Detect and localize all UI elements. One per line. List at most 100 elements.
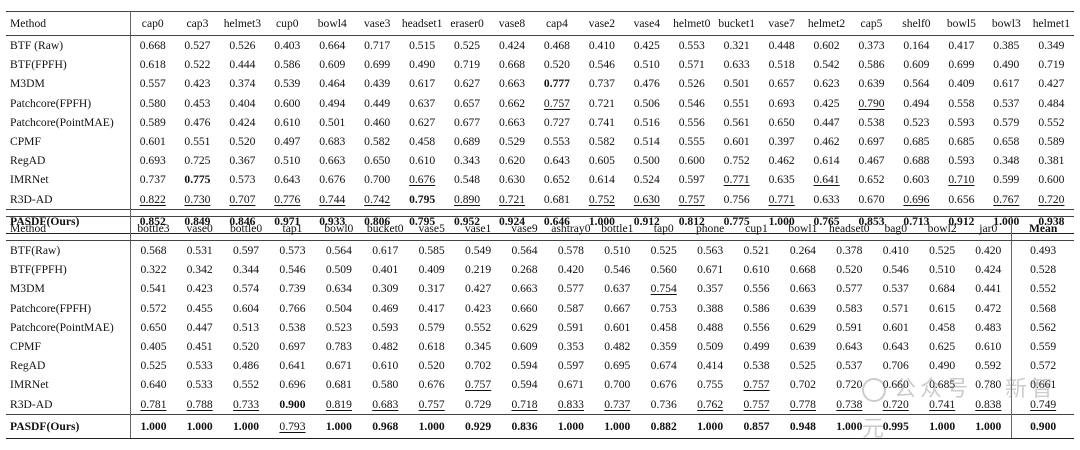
score-cell: 0.614 bbox=[813, 154, 840, 168]
score-cell: 0.164 bbox=[903, 39, 930, 52]
score-cell: 0.643 bbox=[274, 173, 301, 187]
score-cell: 0.525 bbox=[789, 359, 816, 373]
score-cell: 0.410 bbox=[588, 39, 615, 52]
score-cell: 0.490 bbox=[929, 359, 956, 373]
score-cell: 0.664 bbox=[319, 39, 346, 52]
column-header-bottle0: bottle0 bbox=[222, 216, 270, 241]
column-header-helmet2: helmet2 bbox=[804, 11, 850, 36]
column-header-eraser0: eraser0 bbox=[444, 11, 490, 36]
column-header-cap3: cap3 bbox=[174, 11, 220, 36]
score-cell: 0.568 bbox=[140, 244, 167, 257]
score-cell: 0.683 bbox=[372, 397, 399, 411]
method-name: Patchcore(FPFH) bbox=[6, 298, 131, 318]
column-header-bowl0: bowl0 bbox=[315, 216, 363, 241]
score-cell: 0.586 bbox=[858, 58, 885, 72]
score-cell: 0.693 bbox=[139, 154, 166, 168]
score-cell: 0.838 bbox=[975, 397, 1002, 411]
score-cell: 0.510 bbox=[274, 154, 301, 168]
score-cell: 0.494 bbox=[903, 96, 930, 110]
score-cell: 0.587 bbox=[557, 301, 584, 315]
score-cell: 0.404 bbox=[229, 96, 256, 110]
score-cell: 0.526 bbox=[678, 77, 705, 91]
score-cell: 0.620 bbox=[498, 154, 526, 168]
score-cell: 0.633 bbox=[723, 58, 750, 72]
score-cell: 0.589 bbox=[139, 115, 166, 129]
score-cell: 0.423 bbox=[465, 301, 492, 315]
score-cell: 0.602 bbox=[813, 39, 840, 52]
score-cell: 0.580 bbox=[139, 96, 166, 110]
score-cell: 0.668 bbox=[498, 58, 526, 72]
column-header-bottle3: bottle3 bbox=[130, 216, 177, 241]
score-cell: 0.597 bbox=[678, 173, 705, 187]
score-cell: 0.671 bbox=[557, 378, 584, 392]
column-header-bowl4: bowl4 bbox=[309, 11, 355, 36]
column-header-bag0: bag0 bbox=[872, 216, 919, 241]
score-cell: 0.525 bbox=[929, 244, 956, 257]
score-cell-ours: 1.000 bbox=[130, 413, 177, 439]
table-row: IMRNet 0.640 0.533 0.552 0.696 0.681 0.580 0.67… bbox=[6, 375, 1074, 395]
score-cell: 0.579 bbox=[993, 115, 1020, 129]
column-header-bowl5: bowl5 bbox=[938, 11, 984, 36]
score-cell: 0.501 bbox=[723, 77, 750, 91]
score-cell: 0.706 bbox=[882, 359, 909, 373]
column-header-jar0: jar0 bbox=[965, 216, 1012, 241]
score-cell: 0.441 bbox=[975, 282, 1002, 296]
score-cell: 0.500 bbox=[633, 154, 660, 168]
score-cell-ours: 1.000 bbox=[315, 413, 363, 439]
mean-cell: 0.572 bbox=[1011, 356, 1074, 376]
table-row: CPMF 0.601 0.551 0.520 0.497 0.683 0.582 0.458 0… bbox=[6, 132, 1074, 152]
score-cell: 0.533 bbox=[186, 378, 213, 392]
score-cell: 0.614 bbox=[588, 173, 615, 187]
score-cell: 0.637 bbox=[604, 282, 631, 296]
score-cell-ours: 0.793 bbox=[269, 413, 316, 439]
ours-row: PASDF(Ours) 1.000 1.000 1.000 0.793 1.000 0.96… bbox=[6, 413, 1074, 439]
score-cell: 0.710 bbox=[948, 173, 975, 187]
score-cell: 0.676 bbox=[650, 378, 677, 392]
score-cell: 0.700 bbox=[364, 173, 391, 187]
score-cell: 0.417 bbox=[418, 301, 445, 315]
score-cell: 0.538 bbox=[279, 320, 306, 334]
method-name: Patchcore(PointMAE) bbox=[6, 317, 131, 338]
score-cell: 0.629 bbox=[511, 320, 538, 334]
score-cell: 0.639 bbox=[789, 340, 816, 354]
score-cell: 0.410 bbox=[882, 244, 909, 257]
method-name: Patchcore(PointMAE) bbox=[6, 112, 131, 133]
header-row: Method bottle3 vase0 bottle0 tap1 bowl0 bucket… bbox=[6, 216, 1074, 241]
column-header-vase0: vase0 bbox=[176, 216, 223, 241]
score-cell: 0.484 bbox=[1038, 96, 1065, 110]
score-cell: 0.623 bbox=[813, 77, 840, 91]
column-header-vase7: vase7 bbox=[759, 11, 805, 36]
mean-cell: 0.562 bbox=[1011, 317, 1074, 338]
score-cell: 0.462 bbox=[768, 154, 795, 168]
score-cell: 0.515 bbox=[409, 39, 436, 52]
score-cell: 0.509 bbox=[325, 263, 352, 277]
score-cell: 0.309 bbox=[372, 282, 399, 296]
score-cell: 0.771 bbox=[768, 192, 795, 206]
score-cell: 0.601 bbox=[882, 320, 909, 334]
score-cell: 0.564 bbox=[511, 244, 538, 257]
score-cell: 0.663 bbox=[319, 154, 346, 168]
score-cell: 0.696 bbox=[279, 378, 306, 392]
header-row: Method cap0 cap3 helmet3 cup0 bowl4 vase3 heads… bbox=[6, 11, 1074, 36]
score-cell: 0.423 bbox=[184, 77, 211, 91]
score-cell-ours: 0.836 bbox=[501, 413, 548, 439]
column-header-bottle1: bottle1 bbox=[594, 216, 641, 241]
score-cell: 0.591 bbox=[836, 320, 863, 334]
score-cell-ours: 1.000 bbox=[408, 413, 455, 439]
score-cell: 0.527 bbox=[184, 39, 211, 52]
score-cell: 0.702 bbox=[789, 378, 816, 392]
score-cell: 0.423 bbox=[186, 282, 213, 296]
score-cell: 0.514 bbox=[633, 135, 660, 149]
score-cell-ours: 1.000 bbox=[222, 413, 270, 439]
score-cell: 0.439 bbox=[364, 77, 391, 91]
score-cell: 0.776 bbox=[274, 192, 301, 206]
score-cell: 0.556 bbox=[678, 115, 705, 129]
score-cell: 0.744 bbox=[319, 192, 346, 206]
score-cell: 0.685 bbox=[948, 135, 975, 149]
score-cell: 0.447 bbox=[813, 115, 840, 129]
score-cell: 0.741 bbox=[929, 397, 956, 411]
score-cell: 0.551 bbox=[723, 96, 750, 110]
column-header-vase5: vase5 bbox=[408, 216, 455, 241]
column-header-vase1: vase1 bbox=[454, 216, 502, 241]
results-page: Method cap0 cap3 helmet3 cup0 bowl4 vase3 heads… bbox=[6, 11, 1074, 442]
